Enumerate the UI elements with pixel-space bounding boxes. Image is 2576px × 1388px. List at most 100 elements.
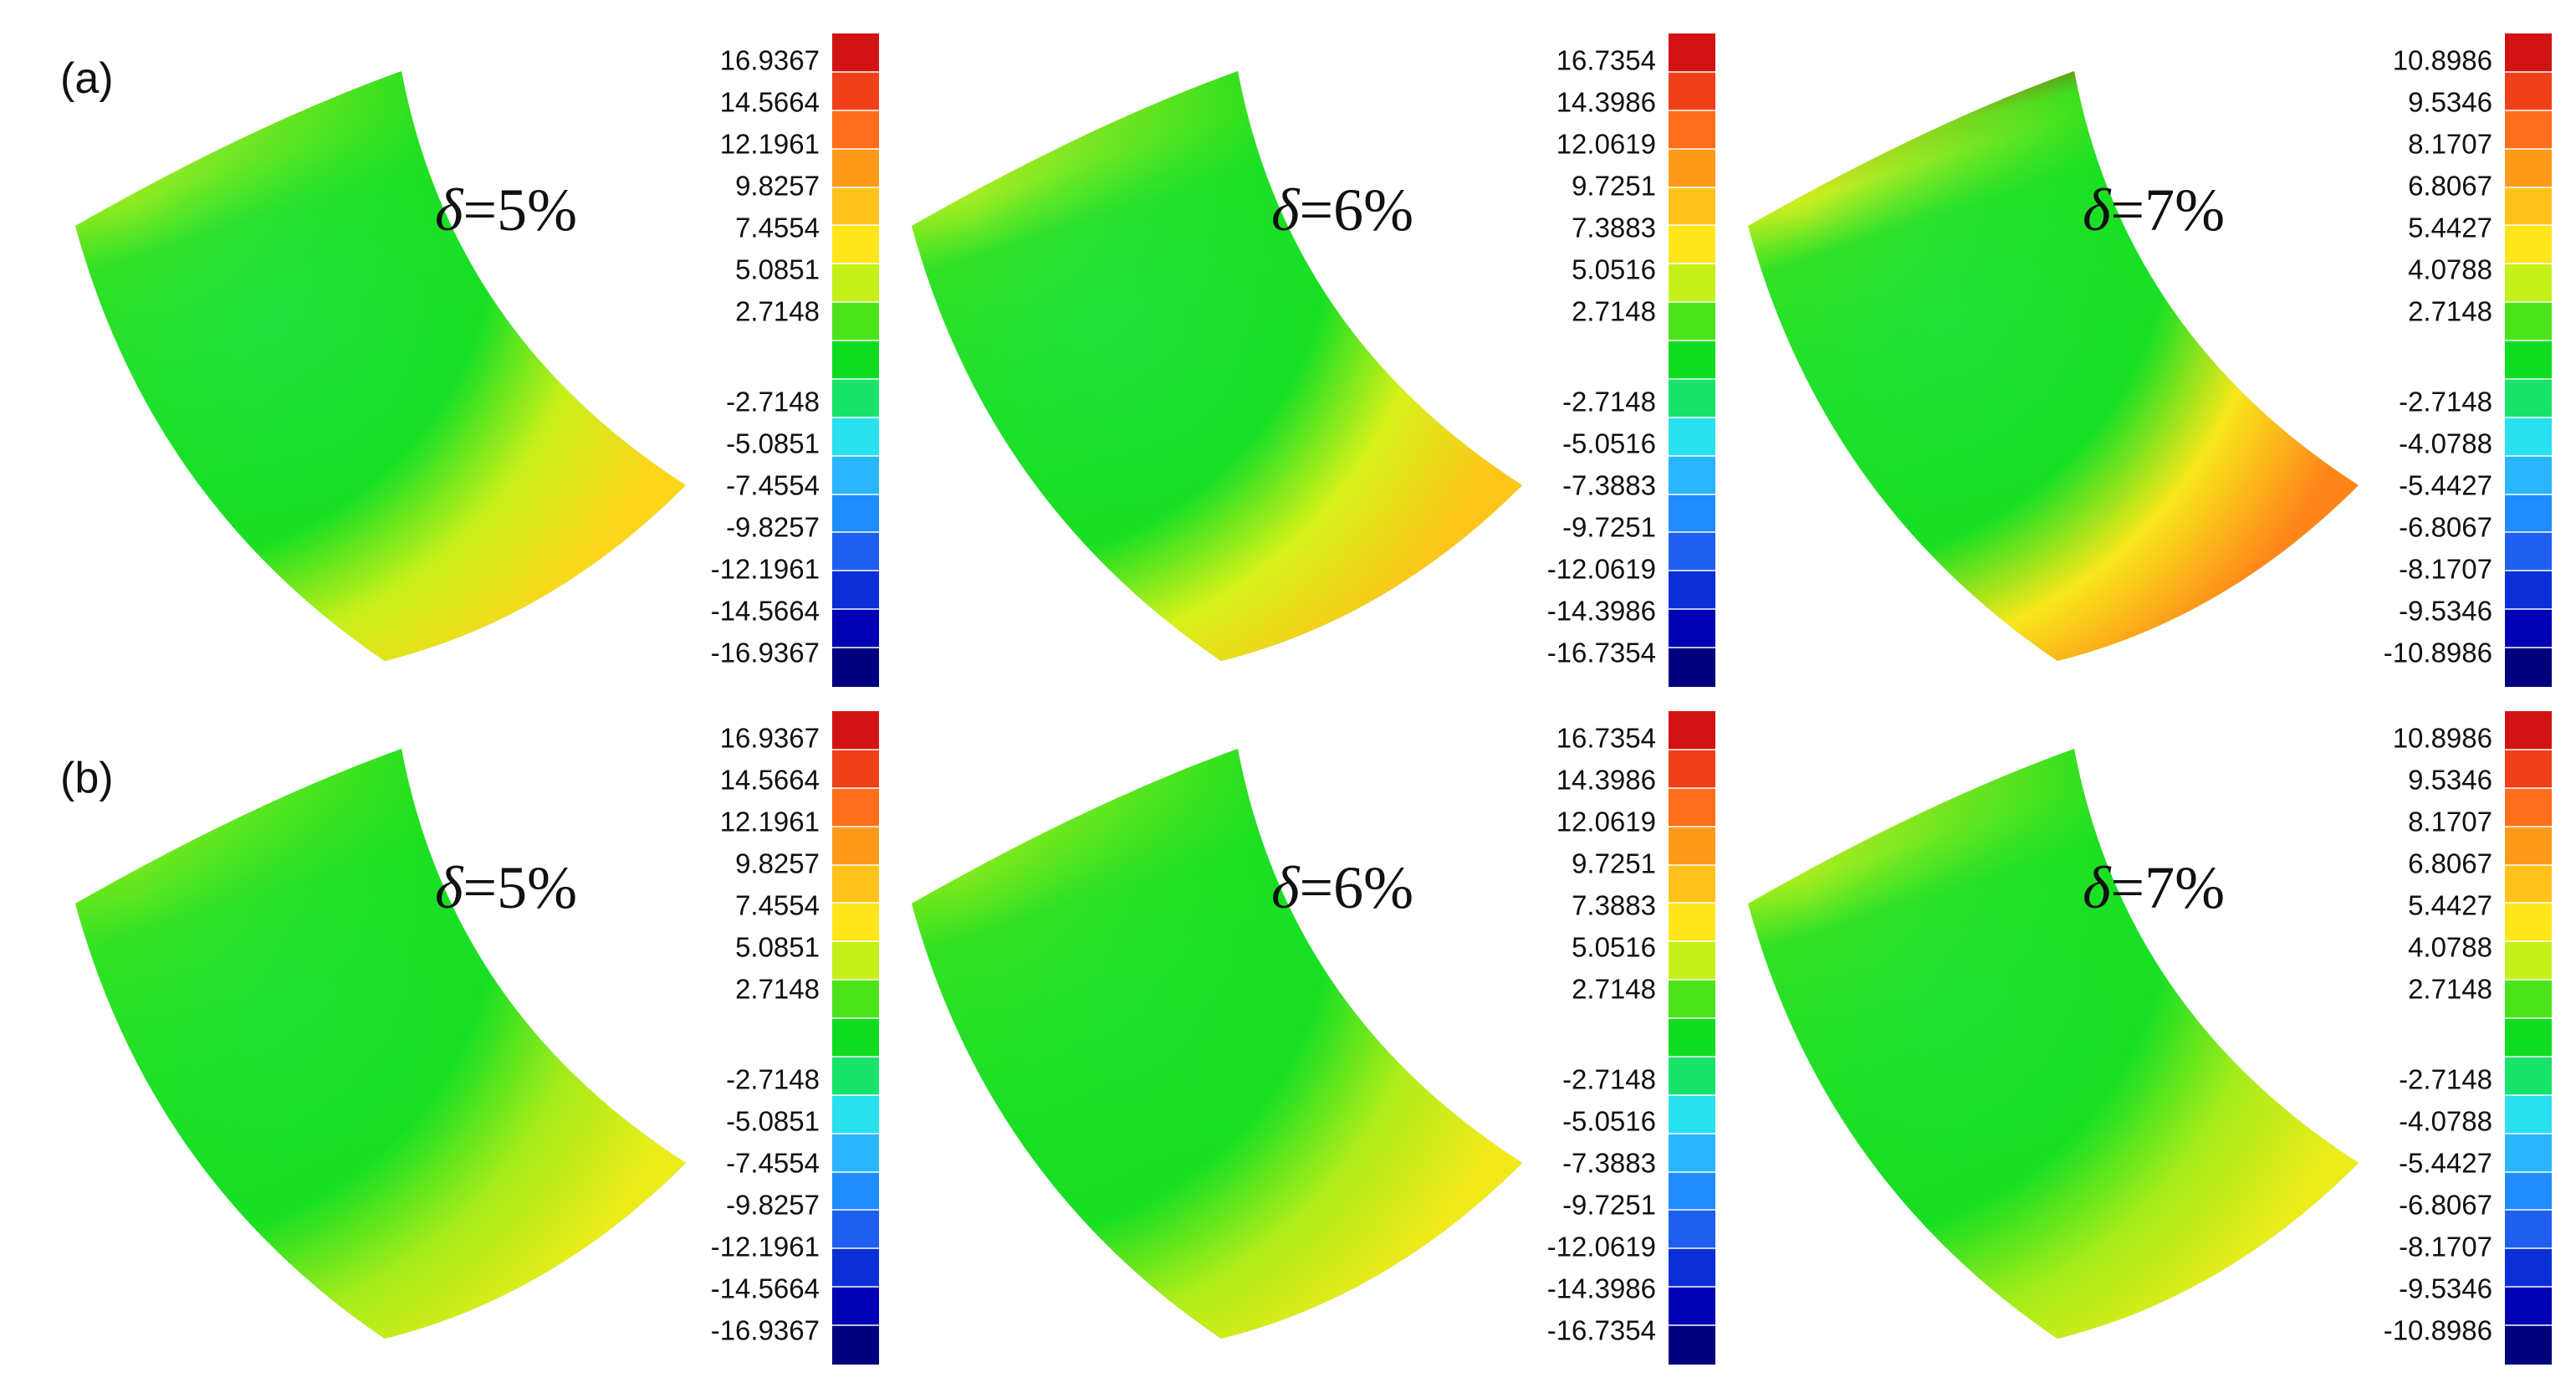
colorbar-divider bbox=[1669, 786, 1715, 789]
colorbar-divider bbox=[2505, 748, 2552, 750]
colorbar-tick-label: -5.0851 bbox=[726, 1105, 820, 1137]
colorbar-divider bbox=[1669, 1324, 1715, 1327]
delta-label: δ=6% bbox=[1271, 176, 1413, 245]
colorbar-tick-label: -16.7354 bbox=[1546, 1314, 1656, 1346]
colorbar-tick-label: 12.0619 bbox=[1556, 806, 1656, 837]
colorbar-tick-label: 14.3986 bbox=[1556, 764, 1656, 796]
colorbar-divider bbox=[2505, 454, 2552, 457]
colorbar-divider bbox=[2505, 377, 2552, 380]
colorbar-band bbox=[2505, 33, 2552, 73]
colorbar-divider bbox=[1669, 902, 1715, 904]
colorbar-divider bbox=[2505, 786, 2552, 789]
contour-panel-3: δ=7% 10.8986 9.5346 8.1707 6.8067 5.4427 4.078… bbox=[1706, 33, 2552, 703]
colorbar-band bbox=[832, 1287, 879, 1327]
colorbar-band bbox=[2505, 494, 2552, 534]
colorbar-divider bbox=[2505, 1017, 2552, 1020]
colorbar-divider bbox=[1669, 224, 1715, 227]
colorbar-divider bbox=[832, 902, 879, 904]
colorbar-tick-label: 5.4427 bbox=[2408, 212, 2492, 243]
colorbar-tick-label: -7.3883 bbox=[1562, 469, 1656, 501]
colorbar-divider bbox=[2505, 570, 2552, 572]
colorbar-band bbox=[832, 532, 879, 572]
colorbar-band bbox=[832, 187, 879, 227]
colorbar-tick-label: -10.8986 bbox=[2383, 1314, 2492, 1346]
colorbar-band bbox=[1669, 980, 1715, 1020]
colorbar-divider bbox=[832, 570, 879, 572]
colorbar bbox=[832, 33, 879, 687]
colorbar-band bbox=[2505, 71, 2552, 111]
colorbar-band bbox=[832, 711, 879, 750]
colorbar-tick-label: 16.7354 bbox=[1556, 722, 1656, 754]
colorbar-divider bbox=[1669, 1017, 1715, 1020]
colorbar-band bbox=[2505, 980, 2552, 1020]
colorbar-tick-label: -12.1961 bbox=[710, 553, 820, 585]
colorbar-tick-label: 9.5346 bbox=[2408, 86, 2492, 118]
colorbar-tick-label: 5.4427 bbox=[2408, 889, 2492, 921]
colorbar-tick-label: -9.7251 bbox=[1562, 511, 1656, 543]
colorbar-tick-label: 2.7148 bbox=[1572, 295, 1656, 327]
colorbar-divider bbox=[2505, 493, 2552, 495]
colorbar-divider bbox=[832, 1324, 879, 1327]
delta-value: =6% bbox=[1299, 854, 1414, 921]
colorbar-divider bbox=[832, 224, 879, 227]
colorbar-band bbox=[2505, 571, 2552, 611]
colorbar-band bbox=[1669, 571, 1715, 611]
shell-surface bbox=[1748, 71, 2359, 661]
colorbar-tick-label: 9.7251 bbox=[1572, 848, 1656, 879]
colorbar-divider bbox=[832, 301, 879, 304]
colorbar-band bbox=[1669, 33, 1715, 73]
colorbar-tick-label: -12.0619 bbox=[1546, 1231, 1656, 1263]
colorbar-divider bbox=[1669, 1286, 1715, 1288]
colorbar-tick-label: -2.7148 bbox=[2399, 386, 2492, 417]
contour-panel-2: δ=6% 16.7354 14.3986 12.0619 9.7251 7.3883 5.0… bbox=[870, 33, 1715, 703]
colorbar-band bbox=[1669, 302, 1715, 342]
colorbar-band bbox=[1669, 648, 1715, 687]
colorbar-tick-label: 2.7148 bbox=[735, 973, 820, 1005]
colorbar-divider bbox=[1669, 1132, 1715, 1134]
colorbar-divider bbox=[832, 186, 879, 188]
colorbar-tick-label: 10.8986 bbox=[2392, 722, 2492, 754]
colorbar-divider bbox=[832, 786, 879, 789]
colorbar-divider bbox=[832, 1017, 879, 1020]
colorbar-tick-label: 16.7354 bbox=[1556, 44, 1656, 76]
colorbar-tick-label: -5.0851 bbox=[726, 428, 820, 459]
colorbar-band bbox=[2505, 864, 2552, 904]
colorbar-band bbox=[832, 302, 879, 342]
colorbar-divider bbox=[832, 1170, 879, 1173]
colorbar-band bbox=[1669, 341, 1715, 380]
colorbar-tick-label: -2.7148 bbox=[1562, 386, 1656, 417]
colorbar-band bbox=[1669, 1210, 1715, 1250]
delta-value: =6% bbox=[1299, 177, 1414, 243]
colorbar-tick-label: -14.3986 bbox=[1546, 595, 1656, 627]
colorbar-tick-label: -6.8067 bbox=[2399, 1189, 2492, 1221]
colorbar-tick-label: 7.4554 bbox=[735, 212, 820, 243]
colorbar-divider bbox=[1669, 147, 1715, 150]
colorbar-tick-label: 10.8986 bbox=[2392, 44, 2492, 76]
delta-value: =5% bbox=[463, 854, 578, 921]
colorbar-tick-label: 9.7251 bbox=[1572, 170, 1656, 202]
shell-surface bbox=[75, 71, 686, 661]
colorbar-tick-label: -5.0516 bbox=[1562, 428, 1656, 459]
colorbar-tick-label: 2.7148 bbox=[1572, 973, 1656, 1005]
colorbar-band bbox=[2505, 711, 2552, 750]
colorbar-tick-label: 4.0788 bbox=[2408, 931, 2492, 963]
colorbar-divider bbox=[832, 70, 879, 73]
colorbar-band bbox=[832, 571, 879, 611]
colorbar-tick-label: -14.5664 bbox=[710, 1273, 820, 1304]
colorbar-band bbox=[1669, 148, 1715, 188]
colorbar-band bbox=[832, 341, 879, 380]
colorbar-ticks: 16.9367 14.5664 12.1961 9.8257 7.4554 5.0851 2… bbox=[669, 33, 820, 686]
colorbar-divider bbox=[1669, 263, 1715, 265]
colorbar-divider bbox=[832, 748, 879, 750]
delta-label: δ=5% bbox=[435, 176, 577, 245]
colorbar-band bbox=[1669, 903, 1715, 943]
colorbar-band bbox=[2505, 1056, 2552, 1096]
colorbar-band bbox=[1669, 864, 1715, 904]
colorbar-divider bbox=[2505, 147, 2552, 150]
colorbar-tick-label: 5.0516 bbox=[1572, 931, 1656, 963]
colorbar-divider bbox=[832, 608, 879, 611]
colorbar-divider bbox=[1669, 608, 1715, 611]
colorbar-tick-label: 16.9367 bbox=[719, 722, 820, 754]
colorbar-band bbox=[832, 1325, 879, 1365]
colorbar-tick-label: -9.5346 bbox=[2399, 1273, 2492, 1304]
